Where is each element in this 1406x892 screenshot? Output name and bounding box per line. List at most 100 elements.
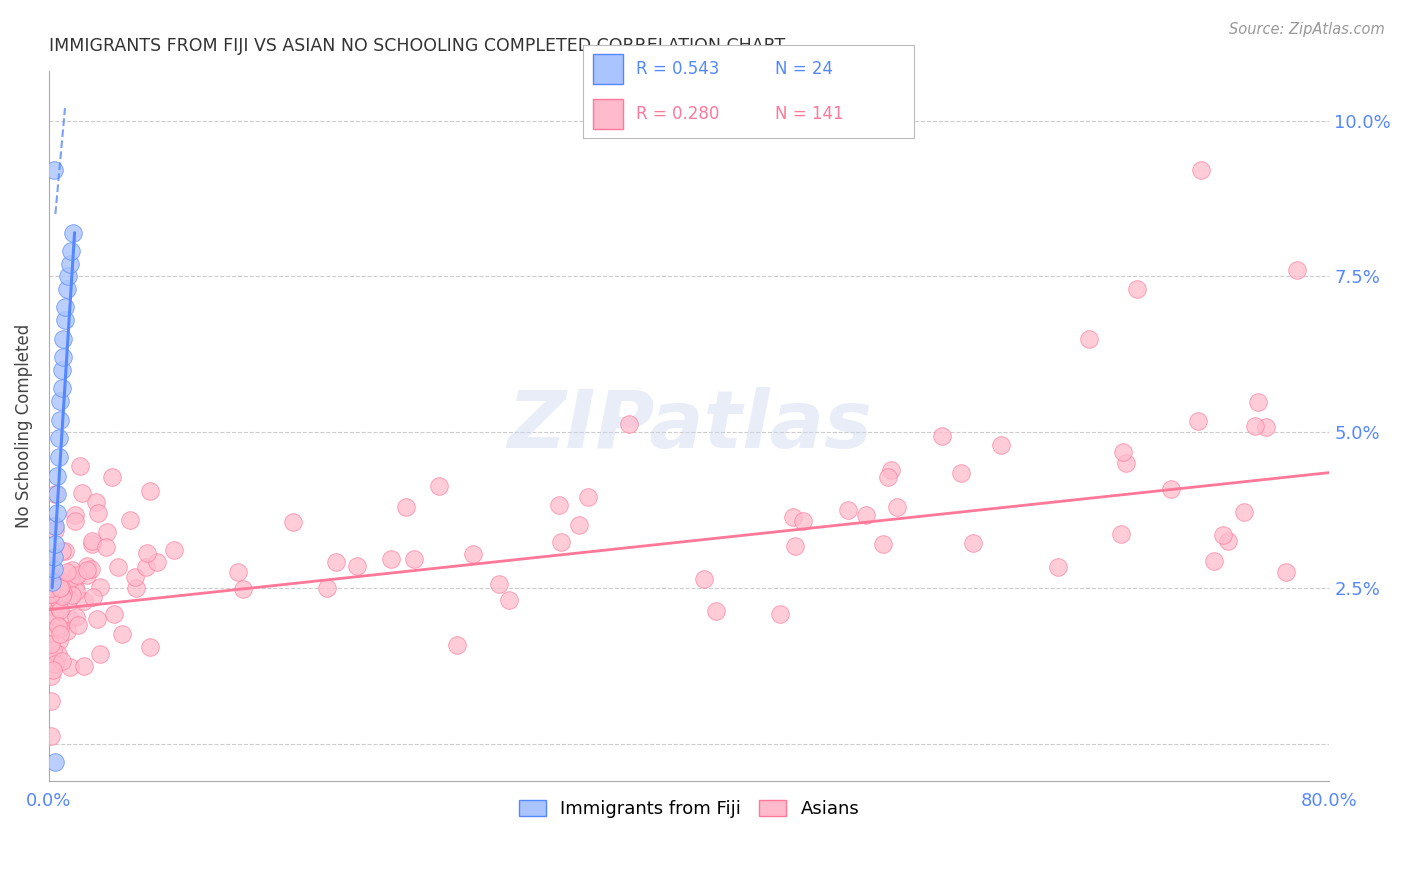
Point [547,498,569,512]
Point [107,560,129,574]
Point [103,607,125,621]
Point [44,523,66,537]
Point [146,555,169,569]
Point [550,534,572,549]
Point [73,593,96,607]
Point [962,535,984,549]
Point [1212,528,1234,542]
Point [1232,504,1254,518]
Point [990,438,1012,452]
Point [53,544,76,558]
Text: ZIPatlas: ZIPatlas [506,387,872,465]
Point [498,592,520,607]
Point [886,500,908,514]
Point [1274,565,1296,579]
Point [41,568,63,582]
Point [931,428,953,442]
Point [42,571,65,585]
Point [69,458,91,473]
Point [44,615,66,630]
Point [837,503,859,517]
Point [118,513,141,527]
Point [782,510,804,524]
Point [139,640,162,654]
Text: R = 0.543: R = 0.543 [637,60,720,78]
Point [80,537,103,551]
Point [89,647,111,661]
Point [41,584,63,599]
Point [855,508,877,523]
Point [136,546,159,560]
Point [380,551,402,566]
Point [44,654,66,668]
Point [55,581,77,595]
Point [52,332,75,346]
Point [42,599,65,613]
Point [138,483,160,498]
Point [80,562,103,576]
Point [48,627,70,641]
Point [53,313,76,327]
Point [56,269,79,284]
Point [404,552,426,566]
Point [950,467,973,481]
Point [877,470,900,484]
Point [232,582,254,596]
Point [704,604,727,618]
Point [52,351,75,365]
Point [42,549,65,564]
Point [63,570,86,584]
Point [51,654,73,668]
Point [125,581,148,595]
Point [84,495,107,509]
Point [48,601,70,615]
Point [42,642,65,657]
Point [1046,559,1069,574]
Point [49,412,72,426]
Point [59,572,82,586]
Point [488,577,510,591]
Point [51,382,73,396]
Point [135,560,157,574]
Point [44,518,66,533]
Point [346,558,368,573]
Point [42,163,65,178]
Point [48,431,70,445]
Point [96,540,118,554]
Point [44,608,66,623]
Point [395,500,418,514]
Point [59,612,82,626]
Point [89,581,111,595]
Point [76,563,98,577]
Point [60,244,83,259]
Point [62,226,84,240]
Point [461,547,484,561]
Point [111,626,134,640]
Point [58,591,80,606]
Point [86,506,108,520]
Point [39,559,62,574]
Point [101,470,124,484]
Point [56,565,79,579]
Point [768,607,790,622]
Bar [593,54,623,84]
Point [73,659,96,673]
Point [228,565,250,579]
Point [39,669,62,683]
Point [49,582,72,596]
Point [325,555,347,569]
Point [49,393,72,408]
Y-axis label: No Schooling Completed: No Schooling Completed [15,324,32,528]
Point [41,574,63,589]
Text: N = 141: N = 141 [775,105,844,123]
Point [48,633,70,648]
Point [86,612,108,626]
Point [49,621,72,635]
Point [693,573,716,587]
Point [46,506,69,520]
Point [1112,445,1135,459]
Point [48,603,70,617]
Point [39,585,62,599]
Point [1126,282,1149,296]
Point [46,619,69,633]
